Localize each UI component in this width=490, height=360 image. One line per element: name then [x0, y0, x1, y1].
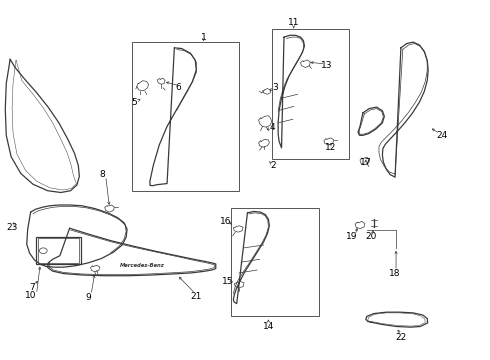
- Text: 12: 12: [325, 143, 337, 152]
- Text: 18: 18: [390, 269, 401, 278]
- Text: 20: 20: [365, 232, 376, 241]
- Text: 11: 11: [288, 18, 299, 27]
- Text: 21: 21: [191, 292, 202, 301]
- Bar: [231, 207, 319, 316]
- Text: 13: 13: [321, 61, 333, 70]
- Text: 9: 9: [85, 293, 91, 302]
- Text: 10: 10: [25, 291, 36, 300]
- Text: 8: 8: [100, 171, 106, 180]
- Text: 2: 2: [270, 161, 276, 170]
- Text: Mercedes-Benz: Mercedes-Benz: [121, 262, 165, 267]
- Text: 3: 3: [272, 83, 278, 92]
- Text: 16: 16: [220, 217, 231, 226]
- Text: 17: 17: [360, 158, 371, 167]
- Text: 15: 15: [221, 277, 233, 286]
- Bar: [38, 238, 79, 262]
- Text: 4: 4: [270, 123, 275, 132]
- Text: 24: 24: [436, 131, 447, 140]
- Bar: [272, 29, 349, 158]
- Text: 22: 22: [395, 333, 407, 342]
- Text: 14: 14: [263, 322, 274, 331]
- Bar: [36, 237, 81, 264]
- Text: 5: 5: [131, 98, 137, 107]
- Text: 23: 23: [6, 222, 18, 231]
- Bar: [132, 42, 239, 192]
- Text: 19: 19: [346, 232, 358, 241]
- Text: 6: 6: [175, 83, 181, 92]
- Text: 7: 7: [29, 283, 34, 292]
- Text: 1: 1: [201, 33, 206, 42]
